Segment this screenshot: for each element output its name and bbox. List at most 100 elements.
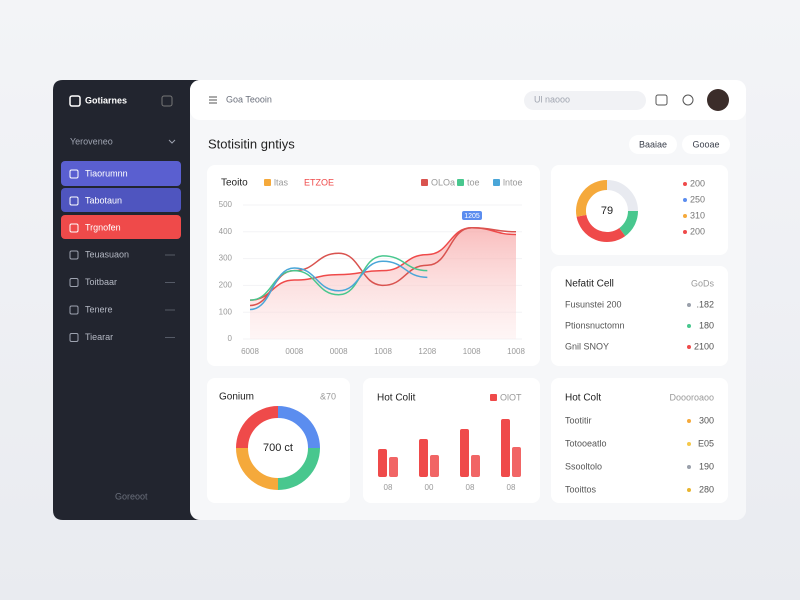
- menu-highlight: [61, 215, 181, 239]
- menu-highlight: [61, 188, 181, 212]
- donut-segment: [576, 214, 626, 242]
- row-label: Tootitir: [565, 415, 592, 425]
- donut-center: 79: [601, 205, 613, 217]
- legend-label: ETZOE: [304, 177, 334, 187]
- menu-icon: [69, 250, 79, 260]
- legend-dot: [683, 214, 687, 218]
- row-value: 190: [699, 461, 714, 471]
- status-dot: [687, 345, 691, 349]
- donut-segment: [606, 180, 638, 212]
- bar: [501, 419, 510, 477]
- button[interactable]: [629, 135, 677, 154]
- x-tick-label: 08: [507, 483, 516, 492]
- card-title: Nefatit Cell: [565, 279, 614, 290]
- x-tick-label: 1008: [374, 347, 392, 356]
- bar: [512, 447, 521, 477]
- donut-center: 700 ct: [263, 442, 293, 454]
- chevron: [168, 139, 176, 144]
- donut-segment: [236, 447, 279, 490]
- legend-swatch: [490, 394, 497, 401]
- legend-label: ltas: [274, 177, 289, 187]
- icon[interactable]: [682, 94, 694, 106]
- menu-icon: [69, 305, 79, 315]
- legend-label: 310: [690, 210, 705, 220]
- row-label: Ptionsnuctomn: [565, 320, 625, 330]
- card-title: Teoito: [221, 178, 248, 189]
- collapse-icon[interactable]: [161, 95, 173, 107]
- legend-swatch: [493, 179, 500, 186]
- legend-label: 200: [690, 178, 705, 188]
- icon[interactable]: [655, 94, 668, 106]
- menu-item[interactable]: Tiaorumnn: [85, 168, 128, 178]
- menu-icon: [69, 169, 79, 179]
- y-tick-label: 200: [219, 281, 233, 290]
- card-title: Gonium: [219, 392, 254, 403]
- y-tick-label: 300: [219, 254, 233, 263]
- menu-item[interactable]: Teuasuaon: [85, 249, 129, 259]
- brand: Gotiarnes: [85, 95, 127, 105]
- logo: [69, 95, 81, 107]
- page-title: Stotisitin gntiys: [208, 136, 295, 151]
- button-label[interactable]: Baaiae: [639, 139, 667, 149]
- menu-item[interactable]: Tenere: [85, 304, 113, 314]
- menu-item[interactable]: Tiearar: [85, 332, 113, 342]
- legend-swatch: [421, 179, 428, 186]
- status-dot: [687, 324, 691, 328]
- row-value: 180: [699, 320, 714, 330]
- card: [551, 378, 728, 503]
- bar: [471, 455, 480, 477]
- menu-item[interactable]: Trgnofen: [85, 222, 121, 232]
- bar: [460, 429, 469, 477]
- workspace[interactable]: Yeroveneo: [70, 136, 113, 146]
- bar: [419, 439, 428, 477]
- row-value: E05: [698, 438, 714, 448]
- avatar[interactable]: [707, 89, 729, 111]
- menu-icon: [69, 196, 79, 206]
- x-tick-label: 1008: [507, 347, 525, 356]
- card: [363, 378, 540, 503]
- status-dot: [687, 303, 691, 307]
- card-action: GoDs: [691, 278, 715, 288]
- card-title: Hot Colt: [565, 393, 601, 404]
- y-tick-label: 500: [219, 200, 233, 209]
- bar: [430, 455, 439, 477]
- x-tick-label: 1008: [463, 347, 481, 356]
- row-label: Totooeatlo: [565, 438, 607, 448]
- legend-swatch: [457, 179, 464, 186]
- topbar: [190, 80, 746, 120]
- y-tick-label: 0: [228, 334, 233, 343]
- menu-icon[interactable]: [209, 96, 217, 104]
- menu-item[interactable]: Tabotaun: [85, 195, 122, 205]
- area: [250, 227, 516, 339]
- legend-label: lntoe: [503, 177, 523, 187]
- legend-dot: [683, 230, 687, 234]
- x-tick-label: 08: [384, 483, 393, 492]
- menu-icon: [69, 223, 79, 233]
- donut-segment: [236, 406, 279, 449]
- legend-label: OlOT: [500, 392, 522, 402]
- sidebar-footer: Goreoot: [115, 491, 148, 501]
- card: [551, 266, 728, 366]
- row-value: 2100: [694, 341, 714, 351]
- menu-highlight: [61, 161, 181, 186]
- card-title: Hot Colit: [377, 393, 416, 404]
- donut-segment: [277, 447, 320, 490]
- row-label: Gnil SNOY: [565, 341, 609, 351]
- legend-label: toe: [467, 177, 480, 187]
- status-dot: [687, 488, 691, 492]
- button-label[interactable]: Gooae: [692, 139, 719, 149]
- row-value: 300: [699, 415, 714, 425]
- card: [207, 378, 350, 503]
- row-label: Ssooltolo: [565, 461, 602, 471]
- x-tick-label: 1208: [418, 347, 436, 356]
- menu-item[interactable]: Toitbaar: [85, 277, 117, 287]
- search-placeholder: Ul naooo: [534, 94, 570, 104]
- search-box[interactable]: [524, 91, 646, 110]
- status-dot: [687, 465, 691, 469]
- x-tick-label: 00: [425, 483, 434, 492]
- bar: [378, 449, 387, 477]
- legend-label: 250: [690, 194, 705, 204]
- legend-swatch: [264, 179, 271, 186]
- button[interactable]: [682, 135, 730, 154]
